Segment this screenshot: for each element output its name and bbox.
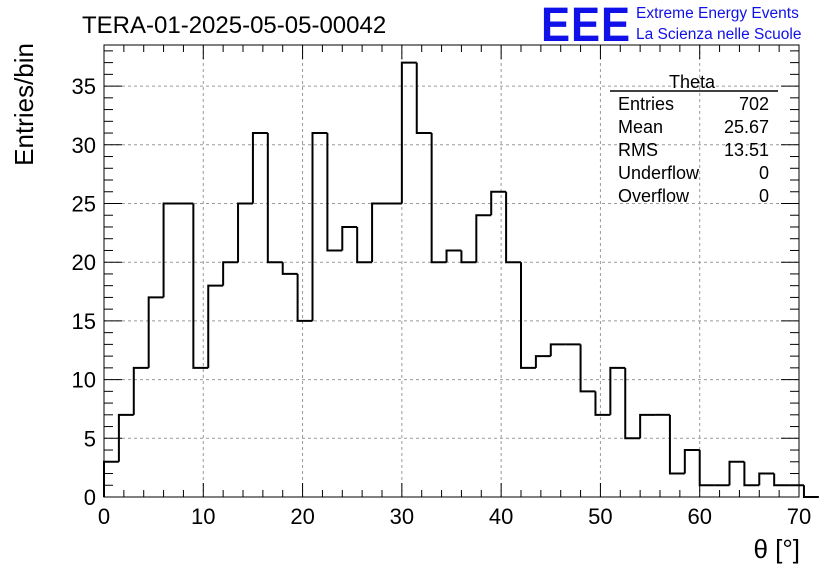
- histogram-bin: [520, 262, 536, 369]
- stats-value: 0: [759, 163, 769, 183]
- histogram-bin: [609, 366, 626, 415]
- histogram-bin: [505, 191, 521, 264]
- histogram-bin: [192, 203, 209, 369]
- logo-line-1: Extreme Energy Events: [636, 5, 799, 22]
- y-tick-label: 15: [72, 309, 96, 334]
- histogram-bin: [281, 262, 298, 275]
- x-axis-title: θ [°]: [753, 534, 800, 564]
- axis-ticks: [103, 45, 800, 498]
- histogram-bin: [773, 473, 790, 487]
- logo-line-2: La Scienza nelle Scuole: [636, 26, 801, 43]
- y-tick-labels: 0 5 10 15 20 25 30 35: [72, 74, 96, 510]
- histogram-bin: [341, 225, 358, 251]
- histogram-bin: [594, 391, 611, 416]
- x-tick-label: 40: [489, 504, 513, 529]
- y-tick-label: 25: [72, 191, 96, 216]
- histogram-bin: [400, 61, 417, 204]
- histogram-bin: [639, 413, 656, 439]
- histogram-bin: [132, 366, 149, 415]
- x-tick-labels: 0 10 20 30 40 50 60 70: [98, 504, 811, 529]
- histogram-bin: [356, 226, 373, 264]
- histogram-bin: [251, 132, 268, 204]
- x-tick-label: 10: [191, 504, 215, 529]
- histogram-bin: [311, 132, 328, 321]
- x-tick-label: 60: [687, 504, 711, 529]
- x-tick-label: 50: [588, 504, 612, 529]
- histogram-bin: [683, 449, 700, 474]
- histogram-bin: [534, 355, 551, 368]
- histogram-bin: [549, 343, 566, 357]
- x-tick-label: 0: [98, 504, 110, 529]
- stats-label: Underflow: [618, 163, 700, 183]
- histogram-bin: [460, 250, 477, 264]
- histogram-bin: [490, 190, 507, 216]
- stats-value: 25.67: [724, 117, 769, 137]
- histogram-bin: [698, 450, 715, 487]
- stats-box: Theta Entries 702 Mean 25.67 RMS 13.51 Underfl…: [610, 72, 778, 206]
- histogram-bin: [624, 367, 641, 440]
- y-tick-label: 35: [72, 74, 96, 99]
- histogram-bin: [162, 202, 179, 298]
- histogram-bin: [296, 273, 313, 322]
- eee-logo: EEE Extreme Energy Events La Scienza nel…: [541, 0, 801, 52]
- x-tick-label: 70: [787, 504, 811, 529]
- y-tick-label: 5: [84, 426, 96, 451]
- histogram-bin: [266, 133, 283, 264]
- histogram-bin: [237, 202, 253, 263]
- stats-label: Entries: [618, 94, 674, 114]
- stats-label: RMS: [618, 140, 658, 160]
- stats-label: Mean: [618, 117, 663, 137]
- logo-mark: EEE: [541, 0, 631, 52]
- chart-title: TERA-01-2025-05-05-00042: [82, 12, 386, 39]
- stats-label: Overflow: [618, 186, 690, 206]
- y-axis-title: Entries/bin: [9, 43, 39, 166]
- histogram-bars: [103, 61, 819, 498]
- histogram-bin: [728, 460, 745, 486]
- histogram-bin: [668, 414, 685, 475]
- plot-frame: [103, 44, 800, 498]
- y-tick-label: 10: [72, 368, 96, 393]
- histogram-bin: [147, 296, 164, 368]
- y-tick-label: 20: [72, 250, 96, 275]
- histogram-bin: [371, 202, 387, 263]
- histogram-bin: [475, 214, 492, 263]
- histogram-bin: [802, 485, 819, 498]
- stats-title: Theta: [669, 72, 716, 92]
- x-tick-label: 30: [390, 504, 414, 529]
- histogram-bin: [743, 461, 760, 487]
- histogram-bin: [117, 413, 134, 462]
- histogram-bin: [579, 344, 596, 393]
- stats-value: 702: [739, 94, 769, 114]
- histogram-bin: [430, 133, 447, 264]
- histogram-bin: [222, 261, 239, 286]
- histogram-bin: [207, 284, 224, 368]
- histogram-bin: [415, 62, 432, 135]
- x-tick-label: 20: [290, 504, 314, 529]
- histogram-bin: [445, 249, 462, 263]
- stats-value: 0: [759, 186, 769, 206]
- grid-lines: [104, 45, 799, 497]
- histogram-bin: [758, 472, 775, 486]
- histogram-bin: [103, 460, 119, 497]
- stats-rows: Entries 702 Mean 25.67 RMS 13.51 Underflow 0 Ove…: [618, 94, 769, 206]
- stats-value: 13.51: [724, 140, 769, 160]
- y-tick-label: 30: [72, 133, 96, 158]
- histogram-bin: [326, 133, 343, 252]
- y-tick-label: 0: [84, 485, 96, 510]
